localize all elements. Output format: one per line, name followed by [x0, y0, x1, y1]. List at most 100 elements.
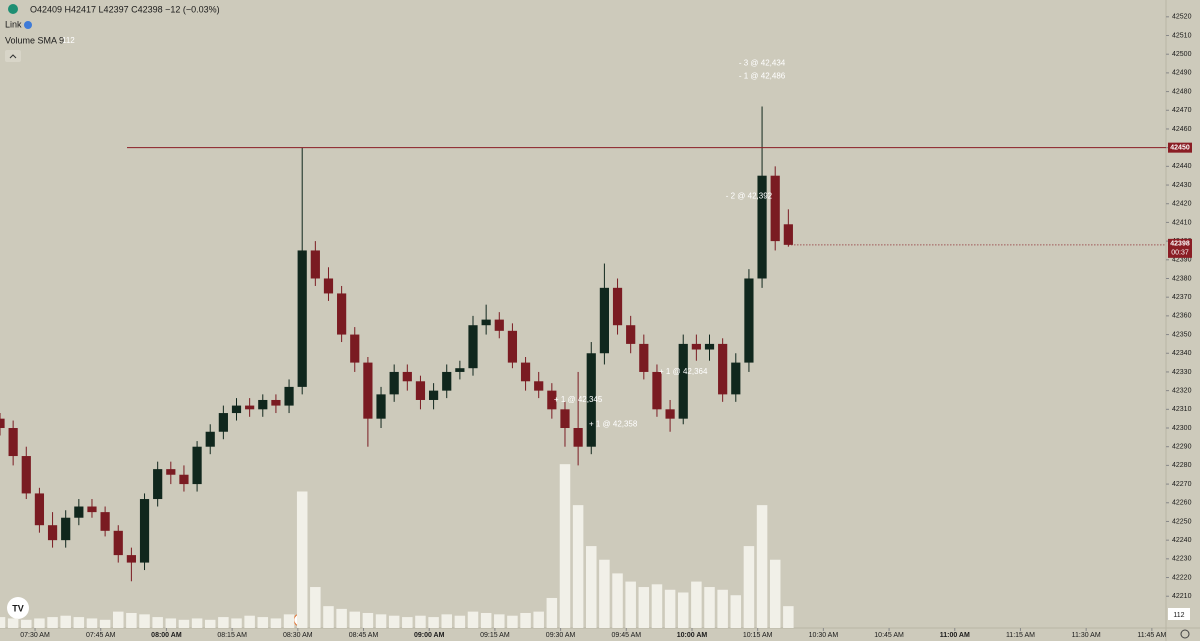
volume-bar	[375, 614, 387, 628]
volume-bar	[428, 617, 439, 628]
x-tick-label: 08:45 AM	[349, 632, 379, 639]
indicator-label[interactable]: Volume SMA 9	[5, 35, 64, 45]
y-tick-label: 42240	[1172, 537, 1192, 544]
trade-annotation: - 2 @ 42,392	[726, 191, 773, 200]
candle-body	[520, 362, 531, 382]
candle-body	[139, 499, 150, 563]
trade-annotation: + 1 @ 42,345	[554, 395, 603, 404]
volume-bar	[323, 606, 334, 628]
line-price-box	[1168, 142, 1192, 153]
candle-body	[363, 362, 373, 419]
candle-body	[323, 278, 334, 294]
y-tick-label: 42360	[1172, 313, 1192, 320]
y-tick-label: 42350	[1172, 331, 1192, 338]
volume-bar	[625, 581, 636, 628]
volume-bar	[152, 617, 163, 628]
link-label[interactable]: Link	[5, 19, 22, 29]
candle-body	[100, 512, 110, 531]
candle-body	[586, 353, 596, 447]
symbol-icon[interactable]	[8, 4, 18, 14]
volume-bar	[388, 615, 400, 628]
candle-body	[310, 250, 320, 279]
y-tick-label: 42210	[1172, 593, 1192, 600]
candle-body	[534, 381, 544, 391]
x-tick-label: 11:45 AM	[1137, 632, 1166, 639]
y-tick-label: 42230	[1172, 556, 1192, 563]
volume-bar	[494, 614, 505, 628]
volume-bar	[178, 619, 190, 628]
candle-body	[507, 330, 518, 363]
y-tick-label: 42250	[1172, 518, 1192, 525]
y-tick-label: 42320	[1172, 387, 1192, 394]
candle-body	[770, 175, 780, 242]
x-tick-label: 09:45 AM	[612, 632, 642, 639]
volume-bar	[244, 615, 255, 628]
candle-body	[21, 456, 31, 494]
volume-bar	[204, 619, 216, 628]
volume-bar	[139, 614, 150, 628]
volume-bar	[599, 559, 610, 628]
volume-bar	[336, 608, 347, 628]
volume-bar	[480, 612, 492, 628]
logo[interactable]	[7, 597, 29, 619]
volume-bar	[283, 614, 295, 628]
volume-bar	[612, 573, 623, 628]
volume-bar	[467, 611, 479, 628]
y-tick-label: 42420	[1172, 201, 1192, 208]
y-tick-label: 42300	[1172, 425, 1192, 432]
volume-bar	[34, 618, 45, 628]
y-tick-label: 42220	[1172, 574, 1192, 581]
candle-body	[783, 224, 793, 245]
candle-body	[718, 343, 728, 395]
volume-bar	[756, 505, 768, 628]
y-tick-label: 42390	[1172, 257, 1192, 264]
volume-bar	[520, 612, 531, 628]
x-tick-label: 09:15 AM	[480, 632, 510, 639]
candle-body	[402, 371, 412, 382]
volume-bar	[47, 617, 58, 628]
ohlc-legend: O42409 H42417 L42397 C42398 −12 (−0.03%)	[30, 4, 220, 14]
indicator-value: 112	[62, 36, 75, 45]
candle-body	[678, 343, 688, 419]
volume-bar	[651, 584, 663, 628]
candle-body	[192, 446, 202, 485]
x-tick-label: 10:00 AM	[677, 632, 708, 639]
volume-bar	[86, 618, 98, 628]
candle-body	[389, 371, 399, 395]
y-tick-label: 42260	[1172, 500, 1192, 507]
y-tick-label: 42280	[1172, 462, 1192, 469]
volume-bar	[441, 614, 452, 628]
volume-bar	[112, 611, 124, 628]
candle-body	[126, 555, 136, 563]
settings-icon[interactable]	[1180, 629, 1190, 639]
candle-body	[47, 525, 58, 541]
candle-body	[297, 250, 307, 387]
candle-body	[8, 428, 18, 457]
volume-bar	[677, 592, 689, 628]
link-icon[interactable]	[24, 21, 32, 29]
volume-bar	[704, 587, 715, 628]
y-tick-label: 42440	[1172, 163, 1192, 170]
x-tick-label: 08:00 AM	[151, 632, 182, 639]
volume-bar	[691, 581, 702, 628]
y-tick-label: 42370	[1172, 294, 1192, 301]
y-tick-label: 42430	[1172, 182, 1192, 189]
candle-body	[218, 413, 228, 432]
trade-annotation: + 1 @ 42,364	[659, 367, 708, 376]
x-tick-label: 10:15 AM	[743, 632, 773, 639]
volume-bar	[60, 615, 71, 628]
trade-annotation: - 1 @ 42,486	[739, 72, 786, 81]
volume-bar	[270, 618, 282, 628]
x-tick-label: 07:30 AM	[20, 632, 50, 639]
candle-body	[639, 343, 649, 372]
y-tick-label: 42470	[1172, 107, 1192, 114]
volume-bar	[21, 619, 32, 628]
candle-body	[428, 390, 439, 400]
candle-body	[74, 506, 84, 518]
volume-bar	[362, 612, 374, 628]
y-tick-label: 42520	[1172, 14, 1192, 21]
volume-bar	[559, 464, 571, 628]
volume-bar	[165, 618, 177, 628]
collapse-button[interactable]	[5, 50, 21, 62]
